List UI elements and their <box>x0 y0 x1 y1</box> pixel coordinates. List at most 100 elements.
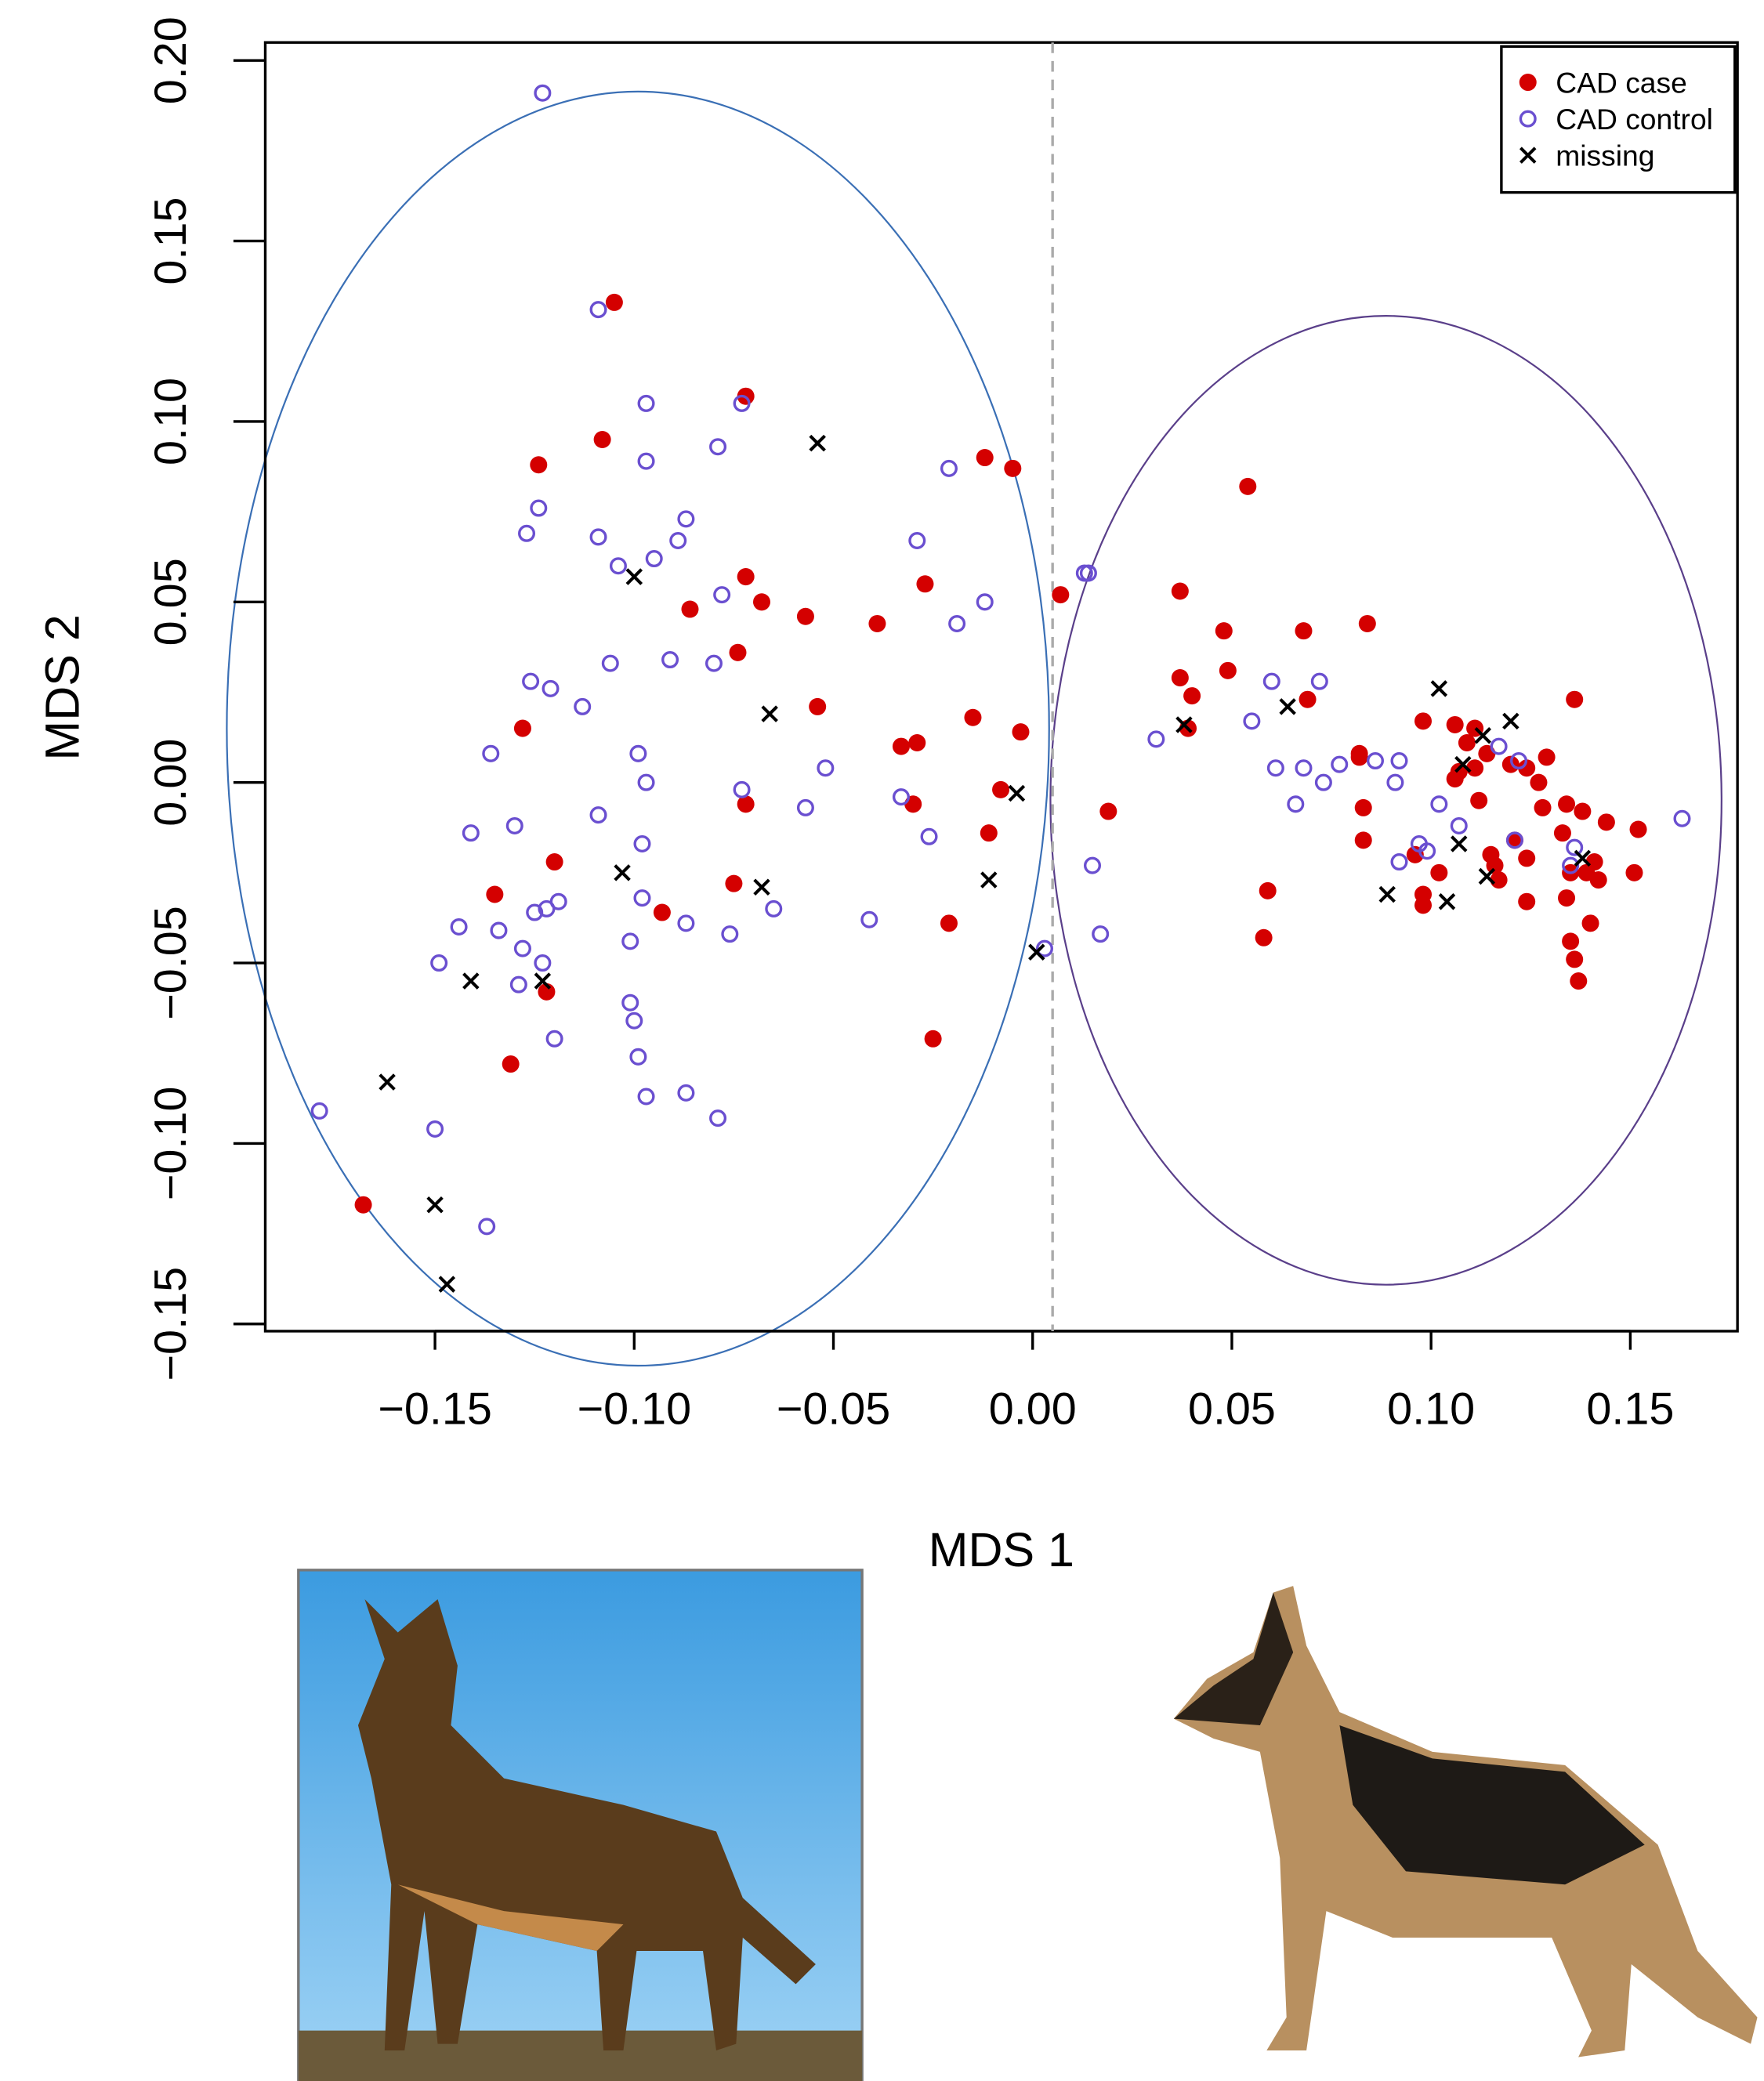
point <box>482 744 500 762</box>
y-tick-label: 0.05 <box>146 558 196 646</box>
point <box>538 899 556 917</box>
y-tick-label: 0.20 <box>146 16 196 104</box>
point <box>637 394 655 412</box>
point <box>713 586 731 604</box>
point <box>1438 892 1456 910</box>
point <box>637 452 655 470</box>
cluster-ellipse <box>1049 315 1722 1286</box>
point <box>430 954 448 972</box>
point <box>1052 586 1070 604</box>
point <box>729 643 747 661</box>
point <box>1255 928 1273 946</box>
point <box>526 903 544 921</box>
point <box>1458 733 1476 752</box>
point <box>462 972 480 990</box>
point <box>1518 759 1536 777</box>
point <box>753 593 771 611</box>
point <box>1534 798 1552 816</box>
point <box>1518 849 1536 867</box>
point <box>1470 791 1488 809</box>
point <box>980 871 998 888</box>
point <box>478 1218 496 1236</box>
point <box>1378 885 1396 903</box>
point <box>1279 698 1296 715</box>
point <box>490 921 508 939</box>
point <box>426 1196 444 1214</box>
legend-box <box>1500 45 1737 194</box>
point <box>1501 755 1520 773</box>
point <box>1386 773 1404 791</box>
point <box>1390 853 1408 871</box>
point <box>908 733 926 752</box>
point <box>633 834 651 853</box>
point <box>1171 669 1189 687</box>
point <box>733 780 751 798</box>
point <box>661 651 679 669</box>
point <box>1147 730 1165 748</box>
point <box>677 510 695 528</box>
point <box>354 1196 372 1214</box>
point <box>761 705 778 722</box>
point <box>1538 748 1556 766</box>
point <box>709 438 727 456</box>
point <box>1366 752 1384 770</box>
point <box>450 917 468 936</box>
point <box>1219 661 1237 679</box>
point <box>426 1120 444 1138</box>
y-axis-label: MDS 2 <box>36 614 89 760</box>
point <box>1314 773 1332 791</box>
point <box>721 925 739 943</box>
legend-marker <box>1519 147 1537 164</box>
point <box>534 84 552 102</box>
point <box>1574 849 1592 867</box>
point <box>530 456 548 474</box>
point <box>601 654 619 672</box>
point <box>920 827 938 845</box>
point <box>1581 914 1599 932</box>
point <box>908 531 926 550</box>
point <box>589 301 607 319</box>
y-tick-label: −0.10 <box>146 1087 196 1201</box>
point <box>653 903 671 921</box>
point <box>1354 798 1372 816</box>
point <box>534 972 552 990</box>
point <box>1478 867 1496 885</box>
point <box>1175 716 1193 733</box>
point <box>1079 564 1097 582</box>
point <box>1092 925 1110 943</box>
point <box>509 975 527 993</box>
point <box>538 983 556 1001</box>
point <box>545 853 563 871</box>
point <box>809 434 826 452</box>
point <box>1446 770 1464 788</box>
point <box>1262 672 1280 690</box>
point <box>1012 723 1030 741</box>
legend-label: missing <box>1556 139 1654 172</box>
point <box>625 1012 643 1030</box>
x-tick-label: −0.10 <box>578 1384 692 1435</box>
point <box>637 773 655 791</box>
point <box>737 795 755 813</box>
point <box>614 864 631 881</box>
point <box>574 697 592 715</box>
point <box>1171 582 1189 600</box>
point <box>1450 816 1468 834</box>
point <box>817 759 835 777</box>
point <box>1035 939 1053 957</box>
point <box>1354 831 1372 849</box>
point <box>1505 831 1523 849</box>
point <box>1570 972 1588 990</box>
point <box>1310 672 1328 690</box>
point <box>1625 863 1643 881</box>
point <box>677 1084 695 1102</box>
point <box>1451 835 1468 852</box>
point <box>609 557 627 575</box>
point <box>530 499 548 517</box>
point <box>1183 687 1201 705</box>
point <box>637 1088 655 1106</box>
point <box>1266 759 1284 777</box>
y-tick-label: 0.15 <box>146 197 196 285</box>
point <box>1299 690 1317 708</box>
